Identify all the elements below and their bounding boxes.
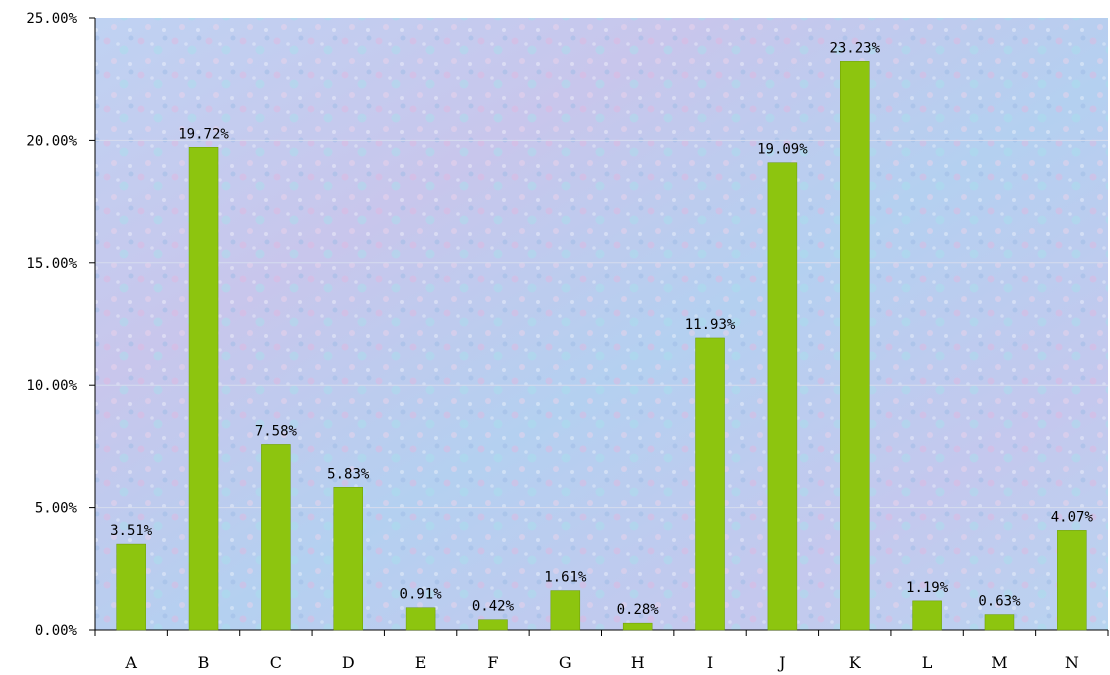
data-label-a: 3.51% — [110, 523, 153, 539]
x-category-label: G — [559, 653, 572, 672]
y-tick-label: 5.00% — [35, 501, 78, 517]
bar-j — [767, 162, 798, 631]
data-label-k: 23.23% — [829, 40, 880, 56]
data-label-j: 19.09% — [757, 142, 808, 158]
bar-f — [478, 619, 508, 631]
bar-m — [984, 614, 1015, 631]
x-category-label: C — [270, 653, 282, 672]
data-label-m: 0.63% — [978, 594, 1021, 610]
plot-area-texture — [95, 18, 1108, 630]
bar-a — [116, 543, 146, 631]
bar-k — [840, 61, 870, 631]
bar-e — [405, 607, 436, 631]
x-category-label: E — [415, 653, 427, 672]
y-tick-label: 25.00% — [26, 11, 77, 27]
data-label-c: 7.58% — [255, 423, 298, 439]
x-category-label: D — [342, 653, 355, 672]
data-label-b: 19.72% — [178, 126, 229, 142]
x-category-label: M — [991, 653, 1007, 672]
y-tick-label: 15.00% — [26, 256, 77, 272]
y-tick-label: 0.00% — [35, 623, 78, 639]
x-category-label: L — [922, 653, 933, 672]
data-label-h: 0.28% — [617, 602, 660, 618]
bar-c — [261, 444, 291, 631]
data-label-e: 0.91% — [400, 587, 443, 603]
x-category-label: B — [198, 653, 210, 672]
bar-d — [333, 487, 363, 631]
data-label-i: 11.93% — [685, 317, 736, 333]
data-label-g: 1.61% — [544, 570, 587, 586]
x-category-label: A — [124, 653, 137, 672]
bar-b — [188, 147, 219, 631]
y-tick-label: 20.00% — [26, 133, 77, 149]
data-label-l: 1.19% — [906, 580, 949, 596]
bar-l — [912, 600, 942, 631]
bar-h — [622, 622, 653, 631]
x-category-label: I — [707, 653, 713, 672]
bar-i — [695, 337, 725, 631]
bar-n — [1057, 530, 1087, 631]
x-category-label: F — [487, 653, 498, 672]
x-category-label: N — [1065, 653, 1079, 672]
data-label-d: 5.83% — [327, 466, 370, 482]
x-category-label: J — [777, 653, 785, 672]
x-category-label: K — [849, 653, 862, 672]
x-category-label: H — [631, 653, 645, 672]
data-label-f: 0.42% — [472, 599, 515, 615]
y-tick-label: 10.00% — [26, 378, 77, 394]
data-label-n: 4.07% — [1051, 509, 1094, 525]
bar-g — [550, 590, 581, 631]
